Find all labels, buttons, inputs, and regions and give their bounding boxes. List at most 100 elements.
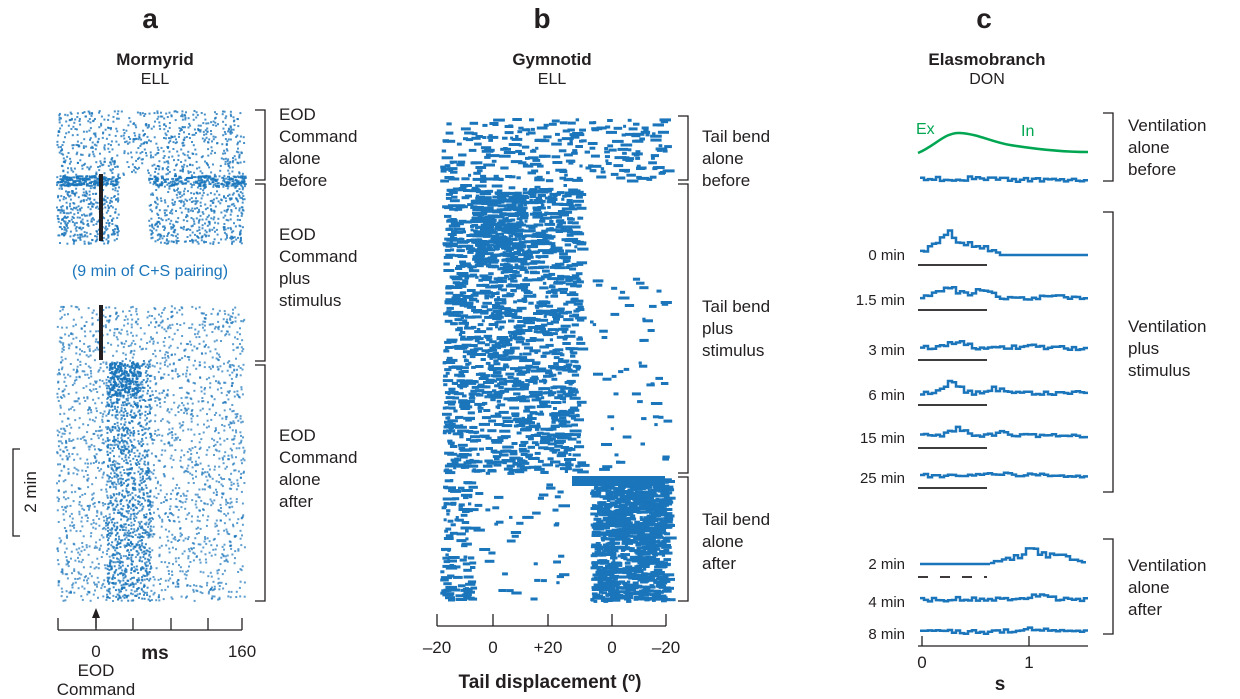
- spike-dot: [98, 538, 101, 541]
- spike-dot: [65, 535, 68, 538]
- spike-dot: [118, 559, 121, 562]
- spike-dot: [211, 228, 214, 231]
- spike-dot: [125, 371, 128, 373]
- spike-dot: [126, 510, 129, 513]
- spike-dot: [107, 394, 110, 396]
- spike-dot: [187, 172, 190, 175]
- spike-dot: [149, 174, 152, 177]
- spike-dot: [234, 158, 237, 161]
- spike-dot: [80, 516, 83, 519]
- spike-dot: [141, 399, 144, 401]
- spike-dot: [223, 362, 225, 365]
- spike-dot: [79, 340, 81, 343]
- spike-dot: [86, 593, 89, 596]
- spike-dot: [183, 411, 186, 414]
- spike-dot: [113, 331, 116, 334]
- spike-dot: [86, 458, 89, 461]
- spike-dot: [230, 590, 233, 593]
- spike-dot: [176, 233, 179, 236]
- spike-dot: [191, 548, 193, 551]
- spike-dot: [153, 377, 156, 380]
- spike-dot: [129, 385, 132, 388]
- spike-dot: [117, 399, 119, 402]
- spike-dot: [189, 209, 192, 212]
- spike-dot: [122, 414, 125, 417]
- spike-dot: [156, 112, 159, 115]
- spike-dot: [196, 519, 199, 522]
- spike-dot: [188, 157, 191, 160]
- spike-dot: [227, 423, 230, 426]
- spike-dot: [232, 420, 235, 423]
- spike-dot: [152, 593, 155, 596]
- spike-dot: [61, 350, 64, 353]
- spike-dot: [176, 540, 179, 542]
- spike-dot: [218, 473, 221, 476]
- spike-dot: [115, 568, 118, 571]
- spike-dot: [93, 547, 96, 549]
- spike-dot: [63, 234, 66, 237]
- spike-dot: [80, 153, 82, 156]
- spike-dot: [126, 442, 129, 445]
- spike-dot: [90, 575, 93, 578]
- spike-dot: [232, 308, 234, 311]
- spike-dot: [73, 458, 76, 461]
- spike-dot: [187, 380, 190, 383]
- spike-dot: [111, 220, 114, 222]
- spike-dot: [224, 163, 227, 166]
- spike-dot: [120, 507, 123, 510]
- spike-dot: [58, 480, 60, 483]
- spike-dot: [59, 211, 62, 214]
- spike-dot: [96, 238, 99, 241]
- spike-dot: [167, 191, 170, 193]
- spike-dot: [206, 216, 209, 219]
- spike-dot: [115, 178, 119, 181]
- spike-dot: [192, 547, 195, 549]
- spike-dot: [57, 194, 60, 197]
- spike-dot: [122, 574, 124, 577]
- spike-dot: [108, 521, 111, 524]
- spike-dot: [122, 440, 125, 443]
- spike-dot: [93, 183, 97, 186]
- spike-dot: [62, 342, 65, 345]
- spike-dot: [87, 197, 90, 200]
- spike-dot: [146, 406, 149, 408]
- spike-dot: [64, 222, 67, 225]
- spike-dot: [130, 151, 133, 154]
- spike-dot: [79, 487, 82, 490]
- spike-dot: [165, 493, 168, 496]
- spike-dot: [79, 364, 82, 366]
- spike-dot: [97, 567, 100, 570]
- spike-dot: [113, 378, 116, 381]
- spike-dot: [129, 493, 132, 496]
- spike-dot: [190, 520, 193, 523]
- spike-dot: [243, 451, 246, 454]
- spike-dot: [64, 180, 68, 183]
- spike-dot: [235, 190, 238, 193]
- spike-dot: [217, 353, 220, 356]
- spike-dot: [190, 453, 193, 455]
- spike-dot: [157, 184, 161, 187]
- spike-dot: [215, 124, 218, 127]
- spike-dot: [59, 463, 62, 466]
- spike-dot: [179, 566, 182, 569]
- spike-dot: [233, 119, 236, 122]
- spike-dot: [197, 128, 200, 131]
- spike-dot: [109, 534, 112, 537]
- spike-dot: [101, 462, 104, 465]
- spike-dot: [202, 340, 205, 343]
- spike-dot: [214, 151, 216, 154]
- spike-dot: [83, 548, 86, 551]
- spike-dot: [113, 444, 116, 447]
- spike-dot: [128, 554, 131, 556]
- spike-dot: [203, 329, 206, 332]
- spike-dot: [135, 320, 138, 323]
- spike-dot: [208, 230, 211, 233]
- spike-dot: [241, 565, 244, 568]
- spike-dot: [202, 312, 205, 315]
- spike-dot: [90, 532, 93, 535]
- spike-dot: [151, 164, 154, 167]
- spike-dot: [122, 173, 125, 176]
- spike-dot: [225, 394, 228, 397]
- spike-dot: [134, 482, 137, 485]
- spike-dot: [152, 533, 155, 536]
